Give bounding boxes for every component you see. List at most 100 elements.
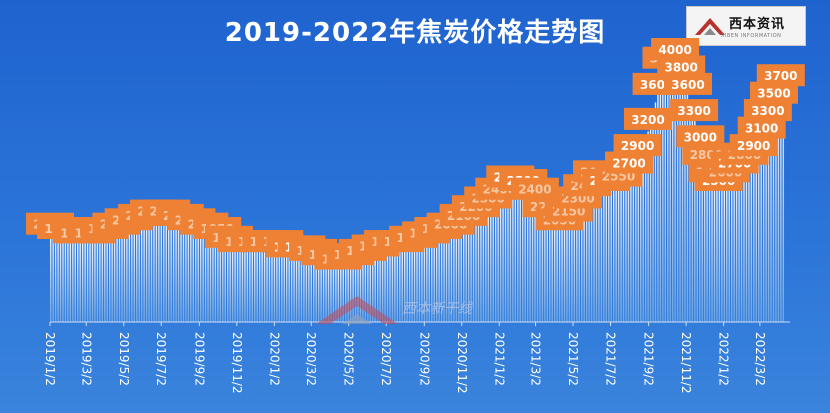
- price-bar: [642, 143, 644, 322]
- x-tick-label: 2021/5/2: [566, 332, 580, 386]
- price-bar: [664, 73, 667, 323]
- price-bar: [595, 184, 598, 322]
- price-bar: [551, 222, 553, 322]
- price-bar: [440, 238, 443, 322]
- price-bar: [143, 225, 145, 322]
- price-bar: [217, 239, 219, 322]
- price-bar: [249, 252, 251, 322]
- price-bar: [202, 234, 204, 322]
- price-bar: [192, 230, 194, 322]
- price-bar: [780, 87, 782, 322]
- price-bar: [391, 252, 394, 322]
- price-bar: [64, 240, 67, 322]
- price-bar: [418, 245, 421, 322]
- price-bar: [303, 257, 305, 322]
- price-bar: [283, 254, 285, 322]
- price-bar: [485, 210, 487, 322]
- price-bar: [81, 243, 84, 322]
- price-bar: [728, 179, 730, 322]
- price-bar: [372, 257, 374, 322]
- price-bar: [760, 141, 762, 322]
- price-bar: [458, 229, 460, 322]
- price-bar: [133, 228, 135, 322]
- price-bar: [320, 263, 322, 322]
- svg-text:3300: 3300: [677, 104, 710, 118]
- price-bar: [376, 256, 379, 322]
- price-bar: [691, 110, 694, 323]
- price-bar: [241, 252, 244, 322]
- x-tick-label: 2020/1/2: [267, 332, 281, 386]
- price-bar: [721, 187, 723, 322]
- price-bar: [463, 226, 465, 322]
- price-bar: [526, 193, 529, 322]
- price-bar: [467, 222, 470, 322]
- price-bar: [386, 252, 389, 322]
- price-bar: [745, 163, 748, 322]
- data-label: 3300: [670, 99, 719, 122]
- x-tick-label: 2021/7/2: [604, 332, 618, 386]
- data-label: 2900: [613, 134, 662, 157]
- price-bar: [180, 226, 182, 322]
- price-bar: [603, 188, 605, 322]
- price-bar: [541, 209, 544, 322]
- price-bar: [99, 240, 101, 322]
- price-bar: [335, 268, 337, 322]
- price-bar: [113, 235, 116, 322]
- price-bar: [708, 171, 711, 322]
- price-bar: [209, 236, 212, 322]
- price-bar: [561, 228, 563, 322]
- price-bar: [168, 222, 170, 322]
- price-bar: [413, 247, 416, 322]
- price-bar: [654, 102, 657, 322]
- price-bar: [74, 242, 76, 322]
- data-label: 3200: [624, 107, 672, 130]
- price-bar: [354, 263, 357, 322]
- price-bar: [676, 65, 679, 323]
- data-label: 2700: [605, 151, 653, 174]
- price-bar: [782, 86, 785, 322]
- price-bar: [758, 146, 760, 322]
- price-bar: [72, 242, 74, 322]
- price-bar: [423, 244, 426, 322]
- price-bar: [450, 234, 453, 322]
- price-bar: [121, 232, 123, 322]
- price-bar: [411, 248, 413, 322]
- price-bar: [222, 242, 224, 322]
- price-bar: [286, 255, 288, 322]
- price-bar: [777, 94, 780, 322]
- price-bar: [227, 246, 229, 322]
- price-bar: [330, 266, 332, 322]
- price-bar: [399, 252, 401, 322]
- x-axis-ticks: 2019/1/2 2019/3/2 2019/5/2 2019/7/2 2019/9/2…: [43, 322, 767, 394]
- price-bar: [261, 252, 263, 322]
- price-bar: [558, 229, 561, 322]
- price-bar: [512, 188, 514, 322]
- price-bar: [128, 230, 131, 322]
- price-bar: [529, 195, 531, 322]
- price-bar: [362, 261, 364, 322]
- price-bar: [652, 112, 654, 323]
- svg-text:3100: 3100: [745, 122, 778, 136]
- price-bar: [357, 262, 359, 322]
- x-tick-label: 2020/9/2: [417, 332, 431, 386]
- price-bar: [740, 168, 743, 322]
- price-bar: [165, 221, 167, 322]
- price-bar: [266, 252, 268, 322]
- price-bar: [622, 181, 625, 322]
- price-bar: [315, 261, 317, 322]
- price-bar: [612, 188, 615, 322]
- price-bar: [352, 264, 354, 322]
- price-bar: [578, 207, 580, 322]
- price-bar: [197, 232, 199, 322]
- price-bar: [406, 250, 408, 322]
- price-bar: [94, 242, 96, 322]
- price-bar: [748, 161, 750, 322]
- price-bar: [497, 201, 499, 322]
- price-bar: [507, 190, 509, 322]
- price-bar: [492, 205, 494, 322]
- price-bar: [263, 252, 266, 322]
- price-bar: [268, 252, 271, 322]
- price-bar: [615, 187, 617, 322]
- price-bar: [443, 237, 445, 322]
- price-bar: [276, 252, 278, 322]
